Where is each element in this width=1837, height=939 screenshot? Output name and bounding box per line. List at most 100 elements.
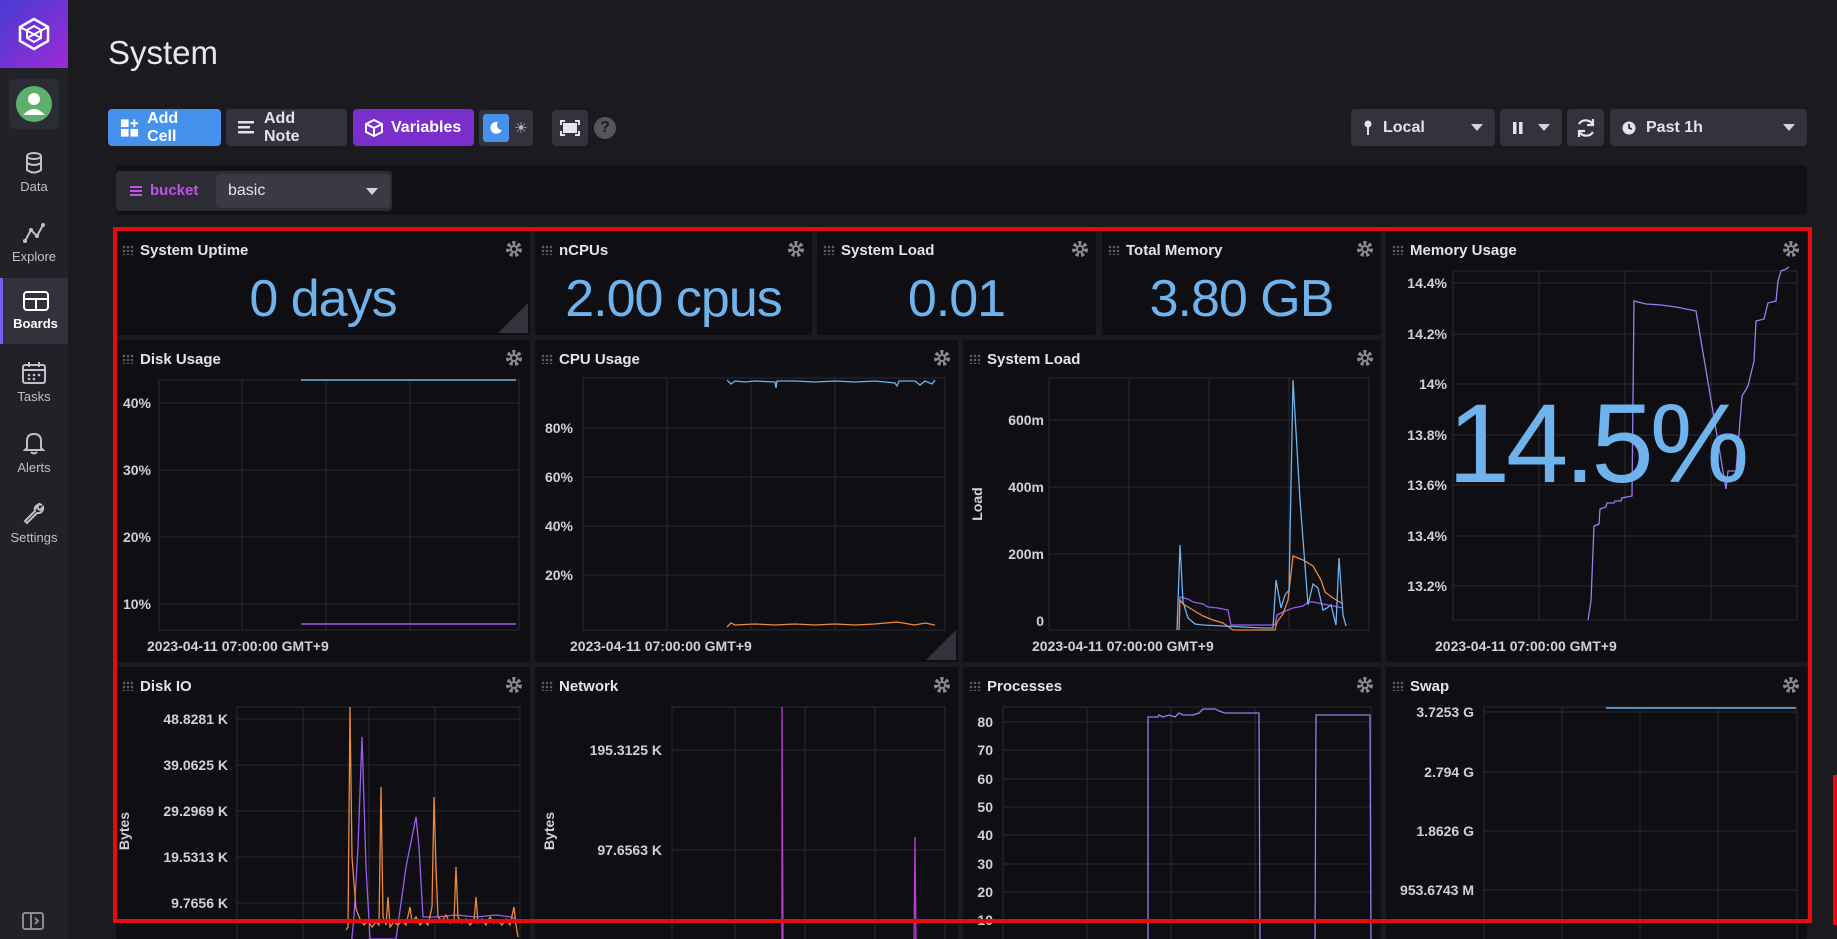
gear-icon[interactable] (1781, 675, 1801, 695)
moon-icon[interactable] (483, 114, 509, 142)
y-tick-label: 40% (123, 395, 152, 411)
y-tick-label: 400m (1008, 479, 1044, 495)
y-tick-label: 20 (977, 884, 993, 900)
add-cell-label: Add Cell (147, 109, 179, 145)
gear-icon[interactable] (1070, 239, 1090, 259)
timezone-dropdown[interactable]: Local (1351, 109, 1495, 146)
gear-icon[interactable] (932, 675, 952, 695)
influxdb-logo[interactable] (0, 0, 68, 68)
y-tick-label: 1.8626 G (1416, 823, 1474, 839)
add-cell-icon (120, 118, 139, 137)
nav-boards-label: Boards (13, 316, 58, 331)
drag-handle-icon[interactable] (823, 245, 835, 255)
cell-title: Processes (987, 678, 1063, 695)
y-tick-label: 14% (1419, 376, 1448, 392)
y-axis-label: Bytes (541, 812, 557, 850)
y-tick-label: 14.4% (1407, 275, 1447, 291)
refresh-icon (1577, 118, 1594, 137)
drag-handle-icon[interactable] (541, 681, 553, 691)
resize-handle-icon[interactable] (498, 303, 528, 333)
drag-handle-icon[interactable] (969, 354, 981, 364)
drag-handle-icon[interactable] (122, 354, 134, 364)
processes-series-1 (1147, 708, 1372, 939)
y-tick-label: 80% (545, 420, 574, 436)
y-tick-label: 13.4% (1407, 528, 1447, 544)
sidebar-collapse-icon (22, 912, 44, 930)
processes-chart: 80 70 60 50 40 30 20 10 (977, 706, 1372, 939)
cell-swap: Swap 3.7253 G 2.794 G 1.8626 G 953.6743 … (1386, 667, 1807, 939)
nav-data[interactable]: Data (0, 140, 68, 206)
cell-title: Memory Usage (1410, 242, 1517, 259)
drag-handle-icon[interactable] (1392, 681, 1404, 691)
resize-handle-icon[interactable] (926, 630, 956, 660)
y-axis-label: Bytes (116, 812, 132, 850)
nav-tasks[interactable]: Tasks (0, 350, 68, 416)
timezone-value: Local (1383, 118, 1425, 136)
cell-title: CPU Usage (559, 351, 640, 368)
sun-icon[interactable]: ☀ (514, 120, 528, 137)
y-tick-label: 600m (1008, 412, 1044, 428)
drag-handle-icon[interactable] (1392, 245, 1404, 255)
autorefresh-dropdown[interactable] (1500, 109, 1562, 146)
y-tick-label: 40 (977, 827, 993, 843)
gear-icon[interactable] (932, 348, 952, 368)
cell-system-load-chart: System Load Load 600m 400m 200m 0 2023-0… (963, 340, 1381, 662)
y-tick-label: 20% (545, 567, 574, 583)
drag-handle-icon[interactable] (122, 245, 134, 255)
y-tick-label: 9.7656 K (171, 895, 228, 911)
gear-icon[interactable] (504, 675, 524, 695)
disk-io-chart: Bytes 48.8281 K 39.0625 K 29.2969 K 19.5… (116, 706, 521, 939)
gear-icon[interactable] (1355, 348, 1375, 368)
cell-network: Network Bytes 195.3125 K 97.6563 K (535, 667, 958, 939)
fullscreen-icon (560, 120, 580, 136)
gear-icon[interactable] (504, 239, 524, 259)
cell-cpu-usage: CPU Usage 80% 60% 40% 20% 2023-04-11 07:… (535, 340, 958, 662)
nav-explore[interactable]: Explore (0, 210, 68, 276)
nav-data-label: Data (20, 179, 48, 194)
gear-icon[interactable] (1355, 675, 1375, 695)
user-avatar[interactable] (9, 79, 59, 129)
variable-value-dropdown[interactable]: basic (216, 174, 390, 208)
chevron-down-icon (1538, 124, 1550, 131)
single-stat-value: 3.80 GB (1149, 270, 1335, 328)
y-tick-label: 953.6743 M (1400, 882, 1474, 898)
scrollbar[interactable] (1833, 775, 1837, 925)
time-range-value: Past 1h (1646, 118, 1703, 136)
gear-icon[interactable] (1781, 239, 1801, 259)
add-note-button[interactable]: Add Note (226, 109, 347, 146)
cell-title: Network (559, 678, 619, 695)
gear-icon[interactable] (1355, 239, 1375, 259)
variables-button[interactable]: Variables (353, 109, 474, 146)
y-tick-label: 10 (977, 912, 993, 928)
presentation-mode-button[interactable] (552, 110, 588, 146)
nav-settings[interactable]: Settings (0, 490, 68, 556)
timestamp-label: 2023-04-11 07:00:00 GMT+9 (147, 638, 329, 654)
help-icon[interactable]: ? (594, 117, 616, 139)
gear-icon[interactable] (504, 348, 524, 368)
y-tick-label: 14.2% (1407, 326, 1447, 342)
variable-name[interactable]: bucket (130, 182, 198, 199)
swap-chart: 3.7253 G 2.794 G 1.8626 G 953.6743 M (1400, 704, 1798, 939)
drag-handle-icon[interactable] (969, 681, 981, 691)
timestamp-label: 2023-04-11 07:00:00 GMT+9 (570, 638, 752, 654)
nav-boards[interactable]: Boards (0, 278, 68, 344)
cpu-usage-series-2 (726, 621, 936, 628)
drag-handle-icon[interactable] (541, 354, 553, 364)
theme-toggle[interactable]: ☀ (479, 110, 533, 146)
cpu-usage-series-1 (726, 379, 936, 389)
cell-processes: Processes 80 70 60 50 40 30 20 10 (963, 667, 1381, 939)
time-range-dropdown[interactable]: Past 1h (1610, 109, 1807, 146)
gear-icon[interactable] (786, 239, 806, 259)
cell-memory-usage: Memory Usage 14.4% 14.2% 14% 13.8% 13.6%… (1386, 231, 1807, 662)
add-cell-button[interactable]: Add Cell (108, 109, 221, 146)
timestamp-label: 2023-04-11 07:00:00 GMT+9 (1435, 638, 1617, 654)
nav-settings-label: Settings (10, 530, 58, 545)
refresh-button[interactable] (1567, 109, 1604, 146)
nav-alerts[interactable]: Alerts (0, 420, 68, 486)
drag-handle-icon[interactable] (122, 681, 134, 691)
collapse-sidebar-button[interactable] (22, 912, 44, 935)
drag-handle-icon[interactable] (541, 245, 553, 255)
drag-handle-icon[interactable] (1108, 245, 1120, 255)
y-tick-label: 97.6563 K (597, 842, 662, 858)
cell-title: Swap (1410, 678, 1450, 695)
